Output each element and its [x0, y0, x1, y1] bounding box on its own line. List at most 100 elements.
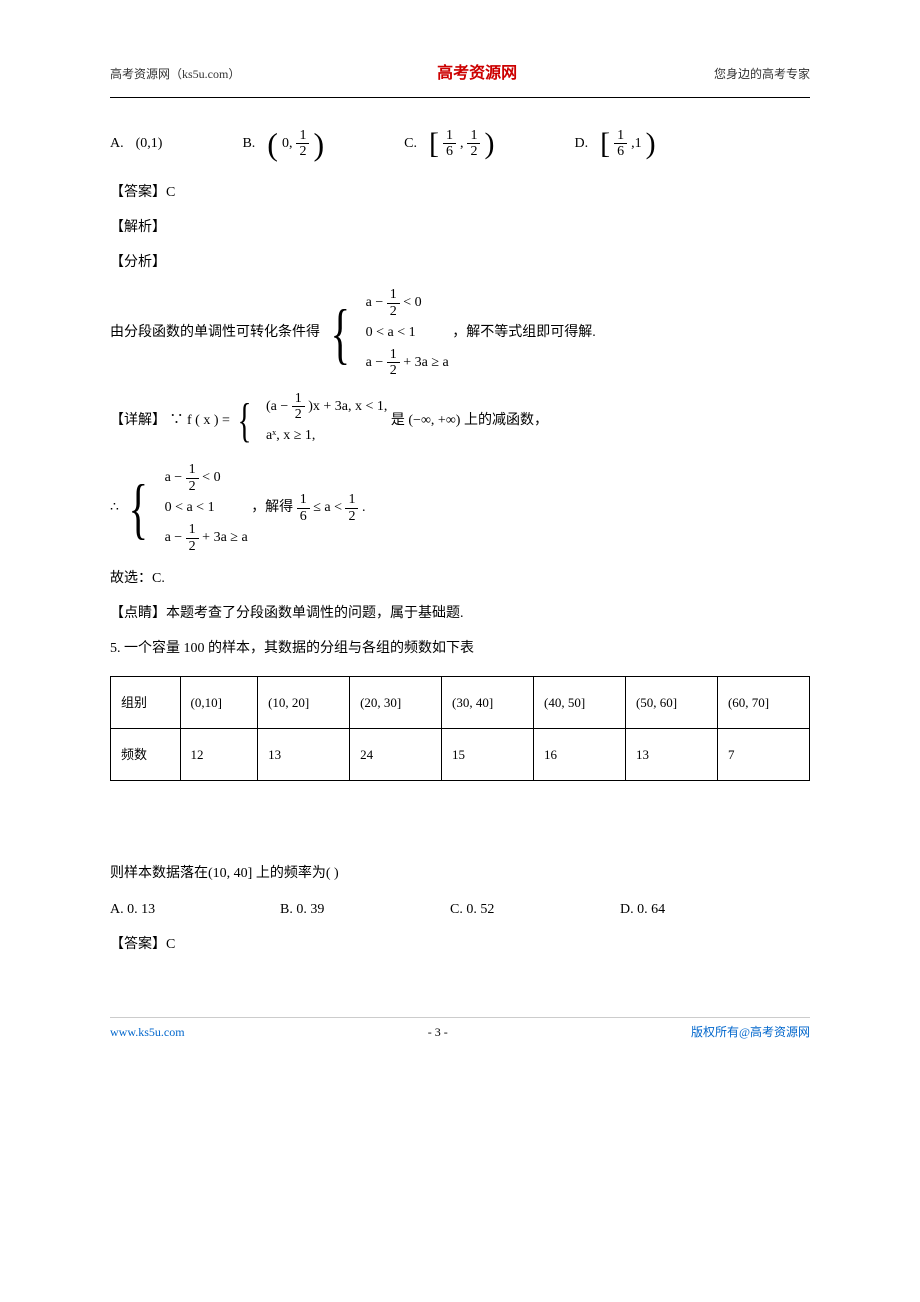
- q5-options-row: A. 0. 13 B. 0. 39 C. 0. 52 D. 0. 64: [110, 897, 810, 922]
- table-cell: 7: [717, 729, 809, 781]
- q5-option-c: C. 0. 52: [450, 897, 620, 922]
- cond2-row-1: a − 1 2 < 0: [161, 462, 248, 494]
- option-c-frac2: 1 2: [467, 128, 480, 160]
- detail-block: 【详解】 ∵ f ( x ) = { (a − 1 2 )x + 3a, x <…: [110, 391, 810, 451]
- option-c-label: C.: [404, 131, 417, 156]
- frac-den: 2: [345, 509, 358, 524]
- q5-option-a: A. 0. 13: [110, 897, 280, 922]
- table-cell: (0,10]: [180, 676, 258, 728]
- therefore-block: ∴ { a − 1 2 < 0 0 < a < 1 a − 1 2 + 3a ≥…: [110, 462, 810, 554]
- cond1-a: a −: [165, 471, 183, 486]
- frac-den: 2: [186, 539, 199, 554]
- frac-num: 1: [467, 128, 480, 144]
- table-cell: 13: [625, 729, 717, 781]
- brace-icon: {: [129, 474, 149, 542]
- table-cell: 15: [442, 729, 534, 781]
- frequency-table: 组别 (0,10] (10, 20] (20, 30] (30, 40] (40…: [110, 676, 810, 782]
- therefore-mid: ，解得: [251, 500, 297, 515]
- option-d-frac: 1 6: [614, 128, 627, 160]
- cond-row-3: a − 1 2 + 3a ≥ a: [362, 347, 449, 379]
- cond1-a: a −: [366, 295, 384, 310]
- table-cell: (40, 50]: [534, 676, 626, 728]
- header-right: 您身边的高考专家: [714, 64, 810, 86]
- table-cell: 组别: [111, 676, 181, 728]
- detail-label: 【详解】: [110, 413, 166, 428]
- option-c: C. [ 1 6 , 1 2 ): [404, 128, 494, 160]
- fdef1-b: )x + 3a, x < 1,: [308, 399, 387, 414]
- cond3-frac: 1 2: [186, 522, 199, 554]
- option-b-prefix: 0,: [282, 131, 293, 156]
- frac-den: 2: [387, 363, 400, 378]
- table-cell: 12: [180, 729, 258, 781]
- footer-left-link[interactable]: www.ks5u.com: [110, 1022, 185, 1044]
- q5-continuation: 则样本数据落在(10, 40] 上的频率为( ): [110, 861, 810, 886]
- result-frac2: 1 2: [345, 492, 358, 524]
- condition-group: a − 1 2 < 0 0 < a < 1 a − 1 2 + 3a ≥ a: [362, 287, 449, 379]
- fdef-group: (a − 1 2 )x + 3a, x < 1, aˣ, x ≥ 1,: [262, 391, 387, 451]
- q5-answer: 【答案】C: [110, 932, 810, 957]
- q5-stem: 5. 一个容量 100 的样本，其数据的分组与各组的频数如下表: [110, 636, 810, 661]
- table-cell: 16: [534, 729, 626, 781]
- option-c-frac1: 1 6: [443, 128, 456, 160]
- table-cell: (50, 60]: [625, 676, 717, 728]
- cond3-a: a −: [366, 355, 384, 370]
- analysis-block: 由分段函数的单调性可转化条件得 { a − 1 2 < 0 0 < a < 1 …: [110, 287, 810, 379]
- header-left: 高考资源网（ks5u.com）: [110, 64, 240, 86]
- table-cell: (30, 40]: [442, 676, 534, 728]
- cond1-b: < 0: [403, 295, 421, 310]
- table-cell: 频数: [111, 729, 181, 781]
- frac-num: 1: [345, 492, 358, 508]
- q5-option-d: D. 0. 64: [620, 897, 790, 922]
- footer-right: 版权所有@高考资源网: [691, 1022, 810, 1044]
- cond1-frac: 1 2: [387, 287, 400, 319]
- cond2-row-3: a − 1 2 + 3a ≥ a: [161, 522, 248, 554]
- fdef-row-2: aˣ, x ≥ 1,: [262, 422, 387, 450]
- therefore-pre: ∴: [110, 500, 122, 515]
- frac-num: 1: [186, 522, 199, 538]
- analysis-pre-text: 由分段函数的单调性可转化条件得: [110, 325, 320, 340]
- page-footer: www.ks5u.com - 3 - 版权所有@高考资源网: [110, 1017, 810, 1044]
- detail-post: 是 (−∞, +∞) 上的减函数，: [391, 413, 548, 428]
- frac-num: 1: [387, 347, 400, 363]
- frac-num: 1: [387, 287, 400, 303]
- fdef1-a: (a −: [266, 399, 292, 414]
- fdef1-frac: 1 2: [292, 391, 305, 423]
- header-center-logo: 高考资源网: [437, 60, 517, 89]
- result-frac1: 1 6: [297, 492, 310, 524]
- frac-num: 1: [614, 128, 627, 144]
- table-cell: (60, 70]: [717, 676, 809, 728]
- frac-num: 1: [292, 391, 305, 407]
- table-cell: 24: [350, 729, 442, 781]
- cond3-b: + 3a ≥ a: [202, 530, 248, 545]
- condition-group-2: a − 1 2 < 0 0 < a < 1 a − 1 2 + 3a ≥ a: [161, 462, 248, 554]
- q4-fenxi-heading: 【分析】: [110, 250, 810, 275]
- q4-answer: 【答案】C: [110, 180, 810, 205]
- cond3-a: a −: [165, 530, 183, 545]
- cond1-b: < 0: [202, 471, 220, 486]
- dianjing: 【点睛】本题考查了分段函数单调性的问题，属于基础题.: [110, 601, 810, 626]
- table-row: 频数 12 13 24 15 16 13 7: [111, 729, 810, 781]
- option-a: A. (0,1): [110, 128, 162, 160]
- option-a-math: (0,1): [136, 131, 163, 156]
- table-cell: 13: [258, 729, 350, 781]
- frac-den: 6: [443, 144, 456, 159]
- header-divider: [110, 97, 810, 98]
- selected-answer: 故选：C.: [110, 566, 810, 591]
- frac-den: 2: [296, 144, 309, 159]
- frac-den: 2: [387, 304, 400, 319]
- option-b: B. ( 0, 1 2 ): [242, 128, 324, 160]
- page-header: 高考资源网（ks5u.com） 高考资源网 您身边的高考专家: [110, 60, 810, 89]
- cond2-row-2: 0 < a < 1: [161, 494, 248, 522]
- option-c-mid: ,: [460, 131, 464, 156]
- option-a-label: A.: [110, 131, 124, 156]
- brace-icon: {: [238, 397, 252, 445]
- frac-den: 2: [186, 479, 199, 494]
- q4-options-row: A. (0,1) B. ( 0, 1 2 ) C. [ 1 6 , 1 2 ) …: [110, 128, 810, 160]
- q5-option-b: B. 0. 39: [280, 897, 450, 922]
- frac-num: 1: [186, 462, 199, 478]
- cond-row-2: 0 < a < 1: [362, 319, 449, 347]
- frac-den: 6: [614, 144, 627, 159]
- frac-den: 2: [467, 144, 480, 159]
- cond3-frac: 1 2: [387, 347, 400, 379]
- option-d-label: D.: [574, 131, 588, 156]
